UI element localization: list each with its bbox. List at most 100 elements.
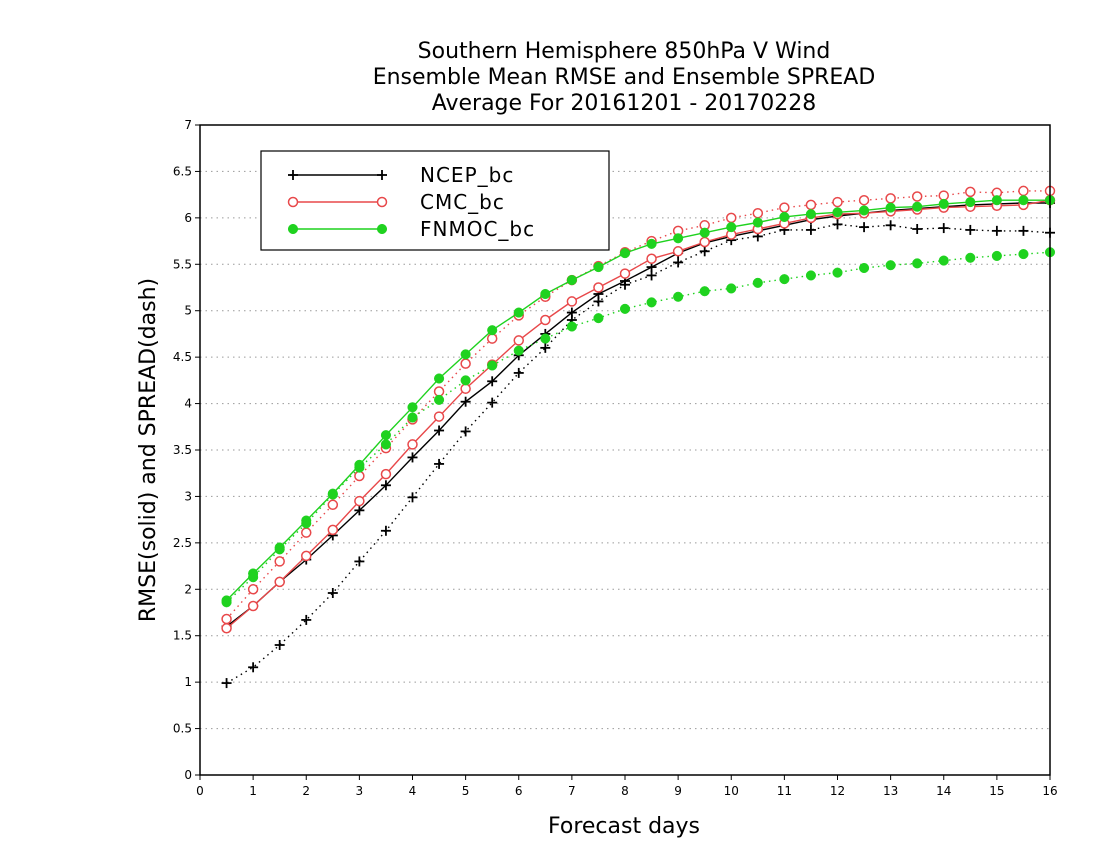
x-tick-label: 13 [883,784,898,798]
cmc-bc-spread-point [779,202,790,213]
ncep-bc-spread-point [699,246,710,257]
cmc-bc-spread-point [274,556,285,567]
ncep-bc-spread-point [885,220,896,231]
ncep-bc-spread-point [513,367,524,378]
ncep-bc-rmse-point [566,307,577,318]
fnmoc-bc-rmse-point [912,201,923,212]
legend-label-ncep-bc: NCEP_bc [420,163,514,187]
fnmoc-bc-spread-point [513,345,524,356]
fnmoc-bc-rmse-point [327,488,338,499]
fnmoc-bc-spread-point [885,260,896,271]
cmc-bc-rmse-point [619,268,631,279]
ncep-bc-spread-series [221,219,1055,689]
fnmoc-bc-rmse-point [699,227,710,238]
x-tick-label: 0 [196,784,204,798]
fnmoc-bc-spread-point [859,262,870,274]
cmc-bc-rmse-point [433,411,445,422]
fnmoc-bc-spread-series [221,247,1056,608]
x-tick-label: 12 [830,784,845,798]
ncep-bc-rmse-series [221,198,1055,632]
legend-box [260,150,610,251]
x-tick-label: 10 [724,784,739,798]
cmc-bc-rmse-point [699,236,710,248]
cmc-bc-rmse-point [274,576,285,588]
ncep-bc-spread-point [248,662,259,673]
cmc-bc-rmse-series [221,194,1056,634]
fnmoc-bc-spread-point [566,321,577,332]
x-tick-label: 6 [515,784,523,798]
fnmoc-bc-spread-point [487,360,498,371]
y-tick-label: 2.5 [173,536,192,550]
ncep-bc-rmse-point [380,480,391,491]
cmc-bc-spread-point [327,499,339,511]
ncep-bc-spread-point [1018,225,1029,236]
fnmoc-bc-rmse-point [805,209,816,220]
fnmoc-bc-rmse-point [619,248,631,259]
x-tick-label: 16 [1042,784,1057,798]
cmc-bc-spread-point [1018,185,1029,197]
ncep-bc-spread-point [487,397,498,408]
legend-label-fnmoc-bc: FNMOC_bc [420,217,535,241]
cmc-bc-spread-point [486,333,498,344]
fnmoc-bc-spread-point [779,274,790,285]
ncep-bc-rmse-point [354,505,365,516]
fnmoc-bc-spread-point [965,252,976,263]
ncep-bc-rmse-point [487,376,498,387]
legend-marker-ncep-bc [288,170,298,180]
fnmoc-bc-spread-point [699,286,710,297]
fnmoc-bc-rmse-line [226,199,1050,601]
cmc-bc-spread-point [354,470,365,482]
cmc-bc-rmse-point [407,439,418,450]
ncep-bc-spread-point [327,588,338,598]
fnmoc-bc-rmse-point [859,205,870,216]
cmc-bc-spread-point [433,386,445,397]
cmc-bc-rmse-point [566,296,578,307]
y-tick-label: 1 [184,675,192,689]
fnmoc-bc-spread-point [673,291,684,302]
fnmoc-bc-rmse-point [646,238,657,249]
fnmoc-bc-rmse-point [832,207,843,218]
ncep-bc-spread-point [859,222,870,233]
fnmoc-bc-spread-point [619,303,631,314]
cmc-bc-rmse-point [593,282,604,293]
fnmoc-bc-rmse-point [248,568,259,579]
fnmoc-bc-rmse-point [779,211,790,222]
ncep-bc-spread-point [354,556,365,567]
cmc-bc-rmse-point [540,314,551,326]
fnmoc-bc-spread-point [912,258,923,269]
cmc-bc-spread-line [226,190,1050,620]
axis-ticks: 00.511.522.533.544.555.566.570 1 2 3 4 5 6 7 8 9 1… [173,118,1058,798]
y-tick-label: 4.5 [173,350,192,364]
cmc-bc-spread-point [301,527,312,538]
ncep-bc-spread-point [380,525,391,536]
chart-title-line: Average For 20161201 - 20170228 [432,91,817,116]
cmc-bc-rmse-point [513,335,524,346]
fnmoc-bc-rmse-point [965,197,976,208]
ncep-bc-spread-point [540,342,551,353]
fnmoc-bc-spread-point [646,297,657,308]
fnmoc-bc-rmse-series [221,195,1056,606]
x-tick-label: 5 [462,784,470,798]
y-tick-label: 6.5 [173,164,192,178]
x-tick-label: 11 [777,784,792,798]
ncep-bc-spread-point [673,257,684,268]
ncep-bc-rmse-point [460,396,471,407]
fnmoc-bc-spread-point [593,313,604,324]
cmc-bc-spread-point [911,191,923,202]
fnmoc-bc-spread-point [832,267,843,278]
fnmoc-bc-rmse-point [885,202,896,213]
fnmoc-bc-spread-point [380,439,391,450]
legend-marker-cmc-bc [376,196,388,208]
fnmoc-bc-rmse-point [752,217,763,228]
y-tick-label: 6 [184,211,192,225]
legend-marker-ncep-bc [377,170,387,180]
ncep-bc-spread-point [460,426,471,437]
y-tick-label: 5 [184,304,192,318]
cmc-bc-rmse-point [221,623,232,634]
cmc-bc-rmse-point [327,524,339,536]
ncep-bc-spread-point [912,224,923,234]
cmc-bc-spread-point [247,584,259,595]
fnmoc-bc-rmse-point [938,198,949,209]
ncep-bc-spread-point [832,219,843,230]
cmc-bc-spread-point [832,196,843,208]
